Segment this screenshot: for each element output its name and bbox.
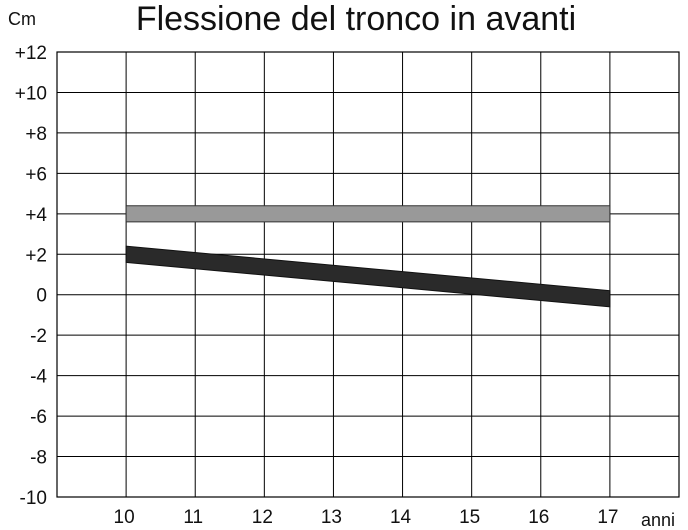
y-tick-label: +8 bbox=[25, 124, 47, 145]
y-tick-label: +12 bbox=[15, 43, 47, 64]
y-tick-label: +6 bbox=[25, 164, 47, 185]
y-tick-label: -4 bbox=[30, 367, 47, 388]
series-layer bbox=[125, 205, 611, 308]
y-tick-label: +10 bbox=[15, 83, 47, 104]
y-tick-label: -6 bbox=[30, 407, 47, 428]
x-tick-label: 10 bbox=[114, 507, 135, 528]
x-axis-unit-label: anni bbox=[641, 510, 675, 530]
x-tick-label: 17 bbox=[597, 507, 618, 528]
x-tick-label: 15 bbox=[459, 507, 480, 528]
x-tick-label: 14 bbox=[390, 507, 412, 528]
y-axis-unit-label: Cm bbox=[8, 9, 36, 29]
series-band-0 bbox=[125, 205, 611, 223]
x-tick-label: 13 bbox=[321, 507, 342, 528]
y-tick-label: +4 bbox=[25, 205, 47, 226]
y-tick-label: 0 bbox=[36, 286, 47, 307]
y-tick-label: -2 bbox=[30, 326, 47, 347]
chart-title: Flessione del tronco in avanti bbox=[136, 0, 576, 38]
x-tick-label: 12 bbox=[252, 507, 273, 528]
plot-frame bbox=[56, 51, 680, 498]
y-tick-label: +2 bbox=[25, 245, 47, 266]
y-tick-labels: +12 +10 +8 +6 +4 +2 0 -2 -4 -6 -8 -10 bbox=[15, 43, 48, 509]
y-tick-label: -10 bbox=[20, 488, 47, 509]
x-tick-label: 11 bbox=[183, 507, 203, 528]
x-tick-label: 16 bbox=[528, 507, 549, 528]
y-tick-label: -8 bbox=[30, 448, 47, 469]
x-tick-labels: 10 11 12 13 14 15 16 17 bbox=[114, 507, 619, 528]
series-band-1 bbox=[125, 245, 611, 308]
